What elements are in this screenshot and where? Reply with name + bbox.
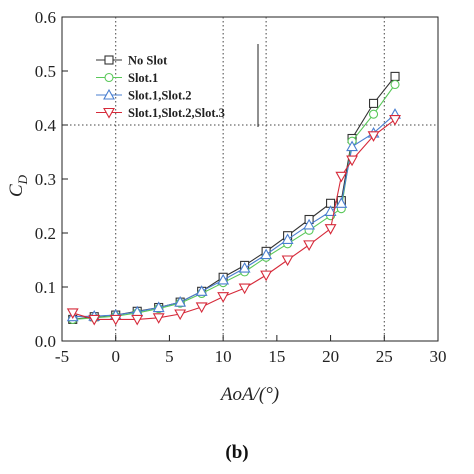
legend-label: No Slot (128, 54, 168, 68)
data-point (368, 98, 379, 108)
data-point (368, 109, 379, 119)
data-point (335, 171, 348, 183)
data-point (238, 261, 251, 273)
data-point (174, 309, 187, 321)
data-point (324, 224, 337, 235)
y-tick-label: 0.4 (35, 116, 57, 135)
data-point (238, 283, 251, 295)
y-axis-title-main: C (6, 184, 27, 197)
reference-lines (62, 17, 438, 341)
legend-label: Slot.1,Slot.2 (128, 89, 192, 103)
y-axis-title: CD (6, 174, 30, 197)
y-tick-label: 0.6 (35, 8, 56, 27)
data-point (88, 314, 101, 326)
x-tick-label: 0 (111, 347, 120, 366)
axes: -5 0 5 10 15 20 25 30 0.0 0.1 0.2 0.3 0.4 0.5 0.6 (35, 8, 447, 366)
legend-label: Slot.1,Slot.2,Slot.3 (128, 106, 225, 120)
legend-item: Slot.1,Slot.2 (96, 89, 192, 103)
data-point (152, 301, 165, 313)
series-line (72, 113, 396, 318)
data-point (195, 285, 208, 296)
legend-marker (104, 55, 114, 65)
legend: No Slot Slot.1 Slot.1,Slot.2 Slot.1,Slot.2,… (96, 44, 259, 127)
data-point (131, 314, 144, 326)
x-axis-title: AoA/(°) (219, 384, 279, 405)
legend-item: Slot.1,Slot.2,Slot.3 (96, 106, 225, 120)
plot-frame (61, 16, 439, 342)
x-tick-label: -5 (55, 347, 69, 366)
series-line (72, 119, 396, 320)
y-tick-label: 0.5 (35, 62, 56, 81)
data-point (390, 79, 400, 90)
data-point (66, 308, 79, 320)
y-tick-label: 0.1 (35, 278, 56, 297)
x-tick-label: 15 (268, 347, 285, 366)
legend-label: Slot.1 (128, 71, 158, 85)
data-point (217, 273, 230, 285)
data-point (367, 131, 380, 142)
x-tick-label: 20 (322, 347, 339, 366)
data-point (260, 270, 273, 282)
data-point (303, 218, 316, 230)
data-point (281, 233, 294, 245)
legend-item: Slot.1 (96, 71, 158, 85)
y-tick-label: 0.0 (35, 332, 56, 351)
series-line (72, 84, 396, 320)
x-tick-label: 30 (430, 347, 447, 366)
data-point (195, 302, 208, 314)
data-point (174, 295, 187, 307)
legend-item: No Slot (96, 54, 168, 68)
series-2 (68, 79, 400, 324)
data-point (109, 314, 122, 326)
legend-marker (103, 107, 115, 119)
data-point (389, 115, 401, 126)
series-4 (66, 115, 401, 326)
x-tick-label: 10 (215, 347, 232, 366)
data-point (260, 248, 273, 260)
y-axis-title-sub: D (15, 174, 30, 185)
data-point (390, 71, 400, 81)
data-point (335, 197, 348, 208)
data-point (346, 155, 358, 167)
data-point (303, 240, 316, 252)
y-tick-label: 0.3 (35, 170, 56, 189)
data-point (217, 292, 230, 303)
x-tick-label: 5 (165, 347, 174, 366)
data-point (346, 140, 358, 152)
data-point (152, 313, 165, 324)
series-1 (68, 71, 400, 324)
legend-marker (104, 72, 114, 83)
x-tick-label: 25 (376, 347, 393, 366)
data-point (324, 205, 337, 216)
legend-marker (103, 88, 115, 100)
y-tick-label: 0.2 (35, 224, 56, 243)
figure-caption: (b) (225, 442, 248, 463)
data-point (281, 255, 294, 267)
series-layer (66, 71, 401, 326)
